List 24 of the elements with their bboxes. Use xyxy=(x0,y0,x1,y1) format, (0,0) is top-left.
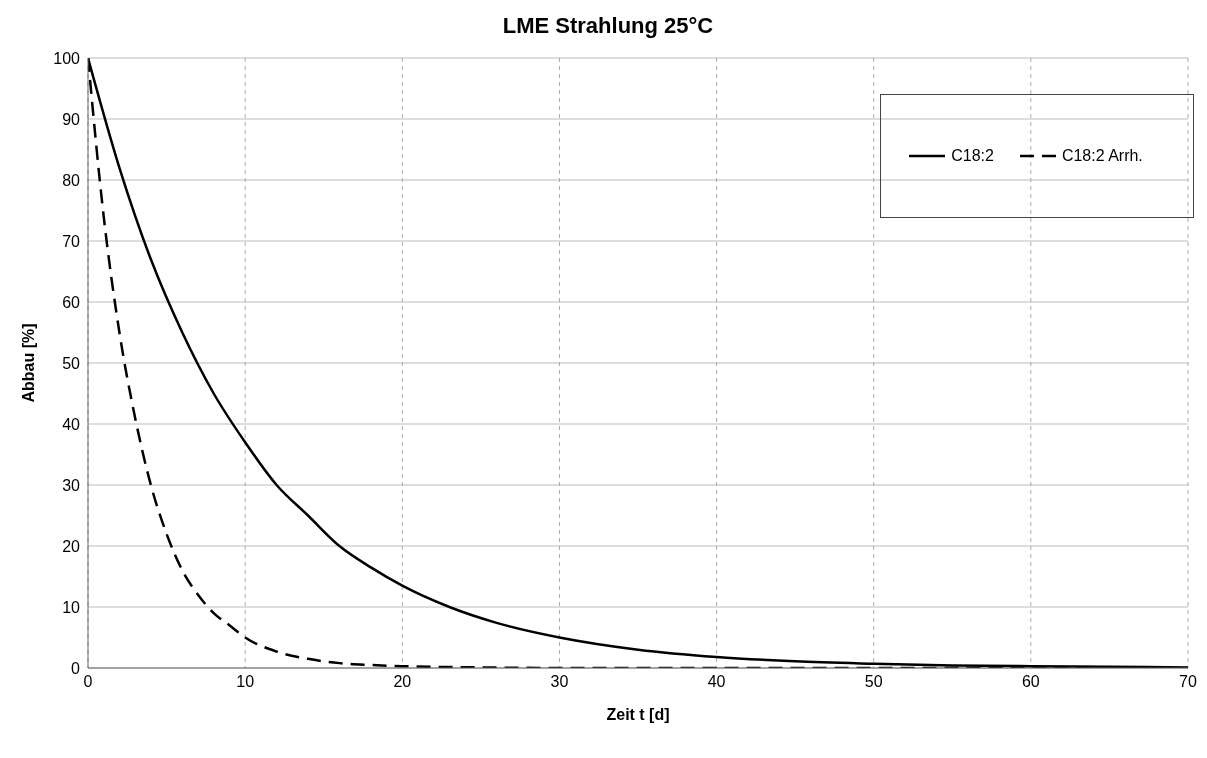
y-tick-label: 20 xyxy=(62,537,81,555)
chart-title: LME Strahlung 25°C xyxy=(501,12,715,40)
y-tick-label: 80 xyxy=(62,171,81,189)
x-tick-label: 20 xyxy=(393,673,412,691)
x-axis-title: Zeit t [d] xyxy=(606,706,670,723)
y-axis-title: Abbau [%] xyxy=(19,323,37,403)
legend-label: C18:2 Arrh. xyxy=(1061,147,1143,165)
y-tick-label: 60 xyxy=(62,293,81,311)
y-tick-label: 0 xyxy=(71,659,81,677)
y-tick-label: 70 xyxy=(62,232,81,250)
y-tick-label: 90 xyxy=(62,110,81,128)
x-tick-label: 70 xyxy=(1179,673,1197,691)
x-tick-label: 10 xyxy=(236,673,255,691)
x-tick-label: 50 xyxy=(864,673,883,691)
y-tick-label: 40 xyxy=(62,415,81,433)
x-tick-label: 40 xyxy=(707,673,726,691)
x-tick-label: 30 xyxy=(550,673,569,691)
legend-label: C18:2 xyxy=(951,147,994,165)
y-tick-label: 100 xyxy=(53,49,81,67)
x-tick-label: 60 xyxy=(1021,673,1040,691)
y-tick-label: 30 xyxy=(62,476,81,494)
y-tick-label: 10 xyxy=(62,598,81,616)
y-tick-label: 50 xyxy=(62,354,81,372)
x-tick-label: 0 xyxy=(83,673,93,691)
